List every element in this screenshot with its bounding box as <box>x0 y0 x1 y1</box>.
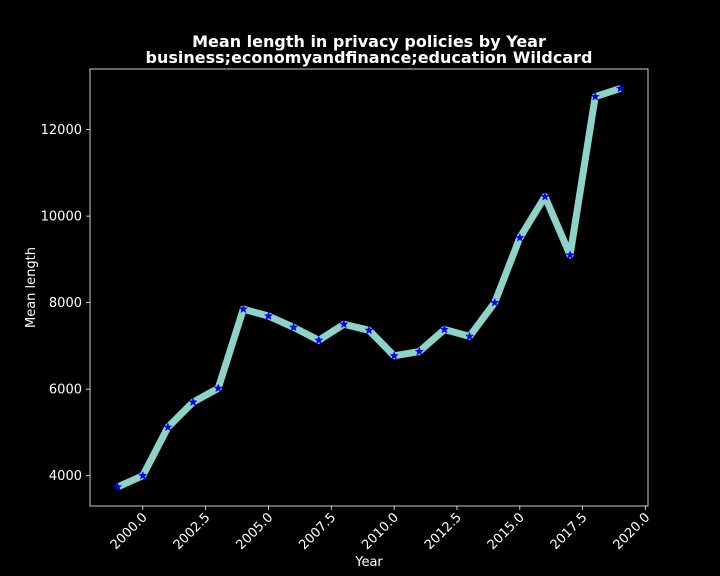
data-point-marker <box>414 346 424 356</box>
data-point-marker <box>213 383 223 393</box>
data-point-marker <box>489 297 500 307</box>
data-point-marker <box>339 319 349 329</box>
data-point-marker <box>540 191 550 201</box>
data-point-marker <box>464 331 475 341</box>
y-tick-label: 8000 <box>49 296 82 311</box>
data-point-marker <box>288 322 299 332</box>
data-point-marker <box>138 470 148 480</box>
data-point-marker <box>439 324 450 334</box>
y-axis-ticks: 4000 6000 8000 10000 12000 <box>41 123 90 484</box>
data-point-marker <box>188 397 198 407</box>
y-tick-label: 4000 <box>49 469 82 484</box>
data-point-marker <box>389 350 399 360</box>
x-axis-label: Year <box>354 555 383 570</box>
data-point-marker <box>515 232 525 242</box>
data-point-marker <box>364 325 374 335</box>
series-layer <box>112 83 626 491</box>
y-tick-label: 10000 <box>41 210 82 225</box>
chart-subtitle: business;economyandfinance;education Wil… <box>146 48 593 67</box>
data-point-marker <box>615 83 626 93</box>
y-tick-label: 12000 <box>41 123 82 138</box>
y-axis-label: Mean length <box>24 247 39 328</box>
data-point-marker <box>238 304 249 314</box>
y-tick-label: 6000 <box>49 383 82 398</box>
data-point-marker <box>263 311 274 321</box>
data-point-marker <box>565 250 575 260</box>
data-point-marker <box>590 91 600 101</box>
data-point-marker <box>314 335 324 345</box>
chart-title: Mean length in privacy policies by Year <box>192 32 546 51</box>
data-point-marker <box>163 422 173 432</box>
plot-area-frame <box>89 68 649 507</box>
data-point-marker <box>112 482 123 491</box>
